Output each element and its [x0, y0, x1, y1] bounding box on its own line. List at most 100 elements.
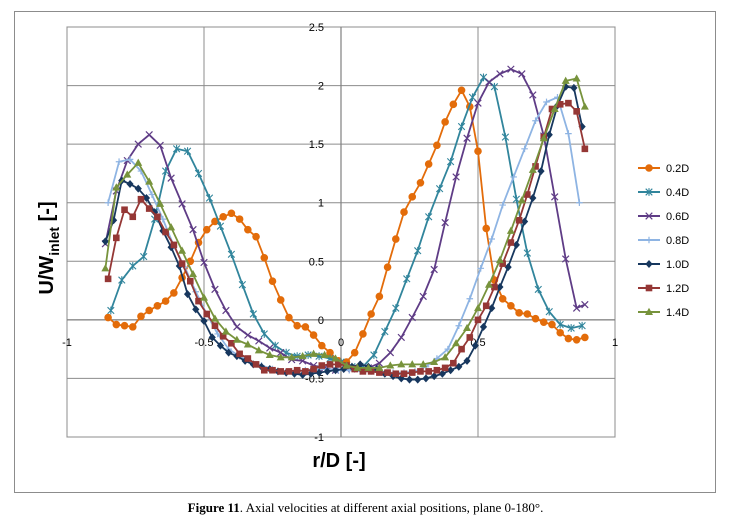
data-point [518, 70, 526, 78]
data-point [463, 323, 472, 332]
data-point [353, 363, 362, 371]
data-point [572, 304, 581, 312]
data-point [145, 306, 153, 315]
data-point [450, 359, 457, 367]
data-point [145, 177, 154, 185]
data-point [521, 145, 528, 153]
data-point [268, 277, 277, 286]
data-point [331, 366, 340, 375]
data-point [320, 350, 329, 358]
data-point [375, 359, 384, 367]
data-point [430, 372, 438, 381]
data-point [507, 302, 515, 310]
data-point [192, 305, 200, 314]
y-tick-label: 2.5 [309, 22, 324, 34]
data-point [137, 312, 145, 321]
data-point [468, 93, 477, 102]
data-point [161, 297, 170, 305]
legend-item: 1.2D [638, 283, 689, 295]
data-point [499, 260, 506, 267]
data-point [309, 349, 318, 357]
data-point [510, 173, 517, 181]
data-point [233, 323, 241, 331]
series-line [109, 76, 583, 368]
data-point [195, 297, 202, 305]
data-point [515, 216, 523, 224]
data-point [113, 234, 120, 242]
data-point [496, 70, 504, 78]
data-point [232, 335, 241, 343]
data-point [539, 134, 548, 142]
data-point [244, 225, 252, 234]
data-point [154, 213, 161, 221]
data-point [455, 322, 463, 330]
data-point [397, 374, 405, 383]
data-point [265, 350, 274, 358]
data-point [446, 157, 455, 166]
data-point [474, 99, 482, 107]
data-point [425, 368, 432, 375]
data-point [578, 321, 586, 330]
legend-item: 0.6D [638, 211, 689, 223]
data-point [490, 82, 499, 91]
x-tick-label: -0.5 [195, 337, 214, 349]
data-point [441, 353, 450, 361]
data-point [142, 194, 151, 203]
series-0.2D [104, 86, 589, 366]
data-point [266, 344, 274, 352]
data-point [645, 236, 653, 244]
data-point [107, 306, 115, 315]
series-line [104, 68, 586, 372]
data-point [315, 368, 323, 377]
data-point [556, 320, 564, 329]
data-point [126, 156, 134, 163]
data-point [408, 193, 417, 201]
data-point [424, 212, 433, 221]
data-point [211, 285, 219, 294]
data-point [359, 368, 367, 375]
data-point [507, 65, 515, 73]
series-1.4D [101, 74, 589, 371]
data-point [532, 163, 539, 170]
data-point [200, 317, 208, 326]
data-point [216, 222, 225, 231]
data-point [307, 369, 315, 378]
caption-text: . Axial velocities at different axial po… [239, 500, 544, 515]
data-point [134, 140, 142, 148]
data-point [285, 313, 293, 322]
data-point [561, 255, 570, 263]
data-point [520, 217, 529, 226]
legend-label: 1.0D [666, 259, 689, 271]
data-point [517, 196, 526, 204]
data-point [556, 328, 565, 337]
data-point [364, 363, 373, 371]
data-point [400, 208, 408, 216]
y-tick-label: 0 [318, 315, 324, 327]
legend-label: 0.6D [666, 211, 689, 223]
data-point [104, 199, 112, 207]
data-point [565, 130, 572, 137]
data-point [340, 365, 348, 374]
data-point [397, 360, 406, 368]
legend-item: 1.4D [638, 307, 689, 319]
data-point [309, 331, 318, 339]
data-point [260, 253, 269, 262]
data-point [210, 314, 219, 322]
legend-item: 0.8D [638, 235, 689, 247]
data-point [178, 246, 187, 254]
y-axis-label-unit: [-] [36, 201, 58, 227]
x-tick-label: 1 [612, 337, 618, 349]
data-point [342, 361, 351, 369]
data-point [254, 346, 263, 354]
series-line [104, 77, 586, 369]
data-point [645, 164, 653, 172]
data-point [101, 237, 109, 246]
data-point [424, 160, 433, 168]
data-point [384, 369, 391, 376]
data-point [645, 212, 653, 220]
data-point [128, 323, 137, 331]
data-point [523, 249, 532, 257]
data-point [386, 361, 395, 369]
data-point [276, 348, 285, 357]
data-point [227, 209, 236, 218]
